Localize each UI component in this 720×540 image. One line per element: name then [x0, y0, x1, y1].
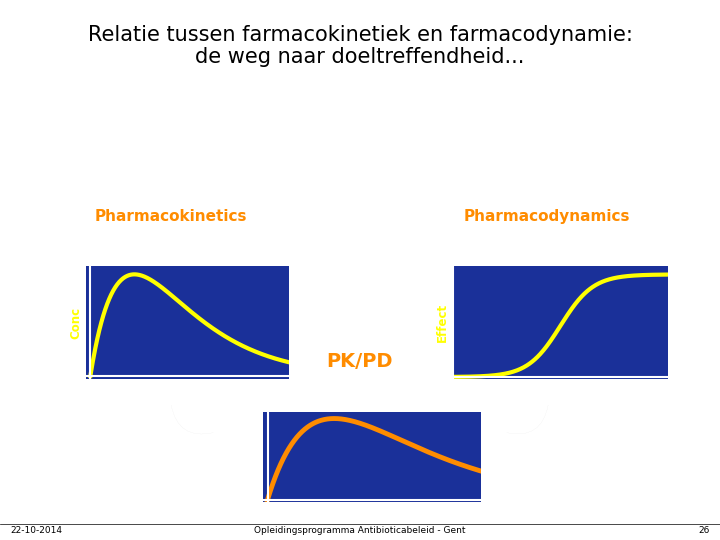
- Text: conc vs time: conc vs time: [133, 238, 208, 251]
- Text: Relatie tussen farmacokinetiek en farmacodynamie:: Relatie tussen farmacokinetiek en farmac…: [88, 25, 632, 45]
- Text: Pharmacodynamics: Pharmacodynamics: [464, 209, 631, 224]
- Text: Pharmacokinetics: Pharmacokinetics: [94, 209, 247, 224]
- Text: de weg naar doeltreffendheid...: de weg naar doeltreffendheid...: [195, 46, 525, 67]
- FancyArrowPatch shape: [171, 405, 213, 434]
- Y-axis label: Effect: Effect: [436, 303, 449, 342]
- X-axis label: Conc (log): Conc (log): [527, 383, 594, 396]
- Text: Opleidingsprogramma Antibioticabeleid - Gent: Opleidingsprogramma Antibioticabeleid - …: [254, 526, 466, 535]
- Text: 26: 26: [698, 526, 710, 535]
- FancyArrowPatch shape: [507, 405, 548, 434]
- Y-axis label: Effect: Effect: [246, 437, 259, 476]
- Text: effect vs time: effect vs time: [319, 388, 401, 401]
- Text: conc vs effect: conc vs effect: [506, 238, 588, 251]
- X-axis label: Time: Time: [356, 506, 388, 519]
- Y-axis label: Conc: Conc: [69, 307, 82, 339]
- Text: PK/PD: PK/PD: [327, 352, 393, 370]
- Text: 22-10-2014: 22-10-2014: [10, 526, 62, 535]
- X-axis label: Time: Time: [171, 383, 204, 396]
